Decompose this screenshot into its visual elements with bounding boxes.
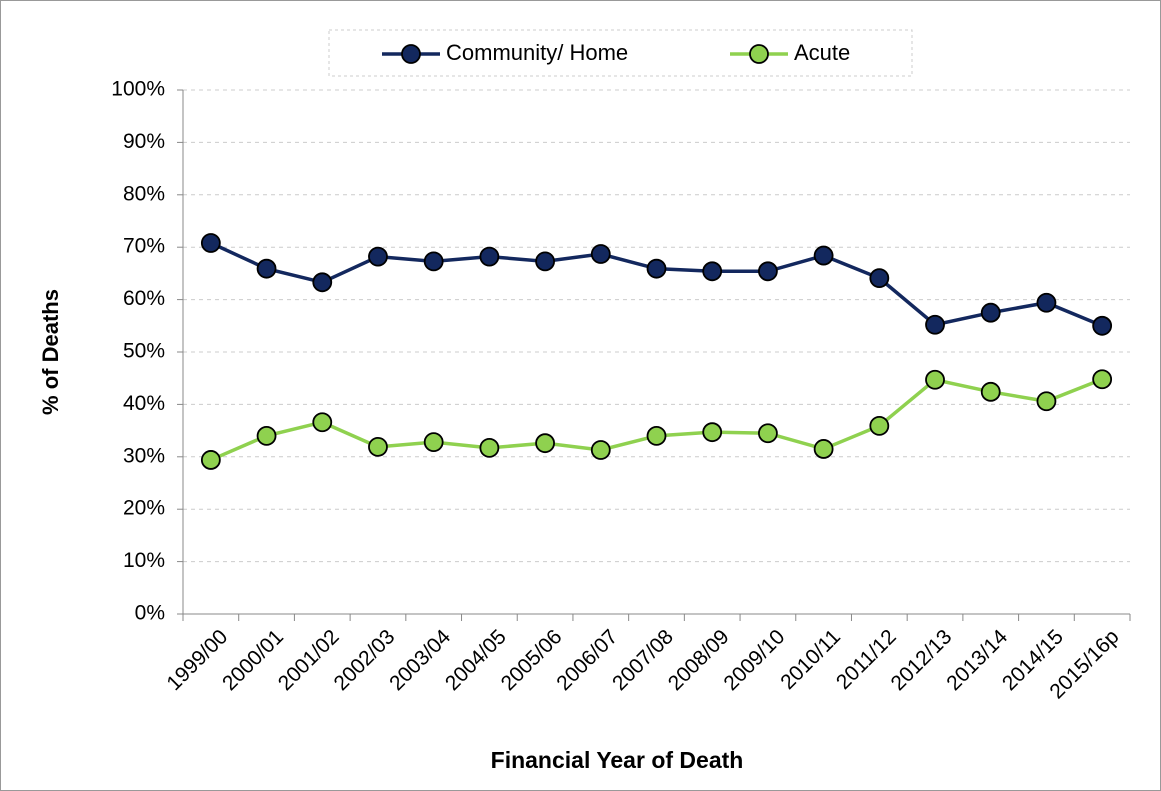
legend-box [328,29,913,77]
data-point [368,246,388,267]
data-point [758,423,778,444]
data-point [758,261,778,282]
y-tick-label: 50% [123,340,165,363]
x-axis-label: Financial Year of Death [491,747,744,773]
data-point [479,437,500,458]
data-point [813,245,834,266]
data-point [368,436,388,457]
data-point [423,251,444,272]
y-tick-label: 60% [123,287,165,310]
data-point [1036,292,1057,313]
y-tick-label: 0% [135,602,165,625]
y-tick-label: 90% [123,130,165,153]
data-point [702,261,723,282]
y-tick-label: 100% [111,78,165,101]
data-point [479,246,500,267]
data-point [256,425,277,446]
legend-label: Community/ Home [446,40,628,65]
data-point [980,381,1001,402]
data-point [702,422,723,443]
data-point [1092,369,1113,390]
legend-label: Acute [794,40,850,65]
data-point [1092,315,1113,336]
data-point [200,450,221,470]
data-point [535,251,555,272]
data-point [646,258,667,279]
y-tick-label: 10% [123,549,165,572]
data-point [423,432,444,453]
data-point [535,433,555,454]
y-tick-label: 80% [123,182,165,205]
data-point [869,268,890,289]
data-point [646,425,667,446]
legend-marker [401,44,421,64]
data-point [980,302,1001,323]
data-point [925,314,945,335]
y-tick-label: 30% [123,444,165,467]
data-point [925,369,945,390]
y-tick-label: 70% [123,235,165,258]
data-point [590,244,611,264]
legend-marker [749,44,769,64]
data-point [1036,391,1057,412]
data-point [590,440,611,460]
y-tick-label: 20% [123,497,165,520]
data-point [869,415,890,436]
data-point [200,233,221,253]
y-tick-label: 40% [123,392,165,415]
data-point [312,412,333,433]
data-point [312,272,333,293]
data-point [256,258,277,279]
data-point [813,439,834,459]
y-axis-label: % of Deaths [38,289,63,415]
